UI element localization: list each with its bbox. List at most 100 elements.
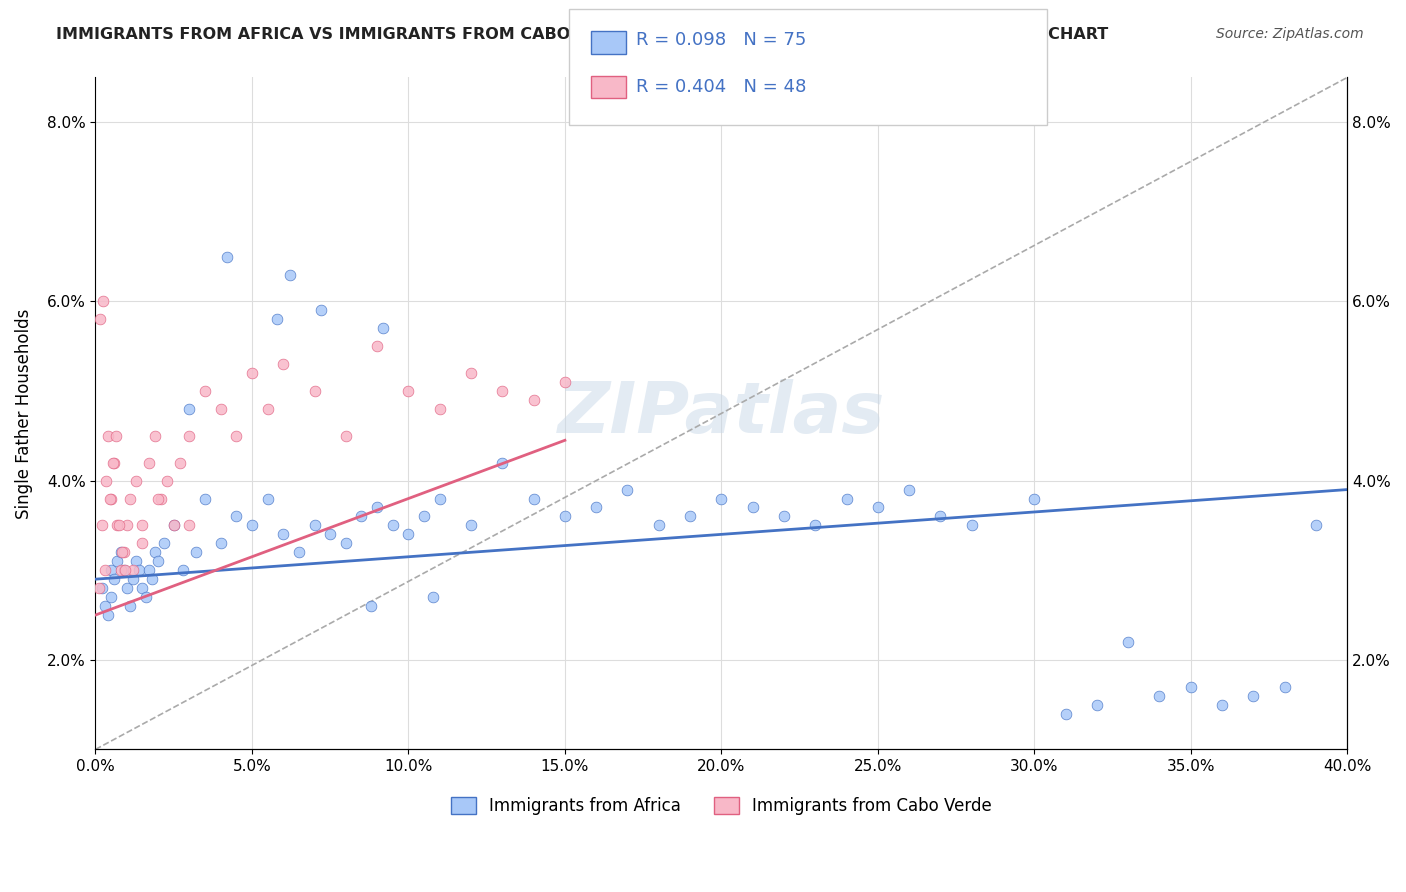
Point xyxy=(169,456,191,470)
Point xyxy=(146,491,169,506)
Point xyxy=(150,491,173,506)
Point xyxy=(335,536,357,550)
Text: ZIPatlas: ZIPatlas xyxy=(558,379,884,448)
Point xyxy=(112,563,135,577)
Point xyxy=(429,491,451,506)
Point xyxy=(288,545,311,559)
Text: R = 0.098   N = 75: R = 0.098 N = 75 xyxy=(636,31,806,49)
Point xyxy=(225,509,247,524)
Point xyxy=(131,581,153,595)
Point xyxy=(96,474,118,488)
Point xyxy=(138,563,160,577)
Point xyxy=(156,474,179,488)
Point xyxy=(335,429,357,443)
Point xyxy=(523,491,546,506)
Point xyxy=(256,401,278,416)
Point xyxy=(304,384,326,398)
Point xyxy=(115,581,138,595)
Point xyxy=(97,429,120,443)
Point xyxy=(491,456,513,470)
Point xyxy=(960,518,983,533)
Point xyxy=(422,590,444,604)
Point xyxy=(184,545,207,559)
Point xyxy=(554,509,576,524)
Point xyxy=(89,312,111,326)
Point xyxy=(366,500,388,515)
Point xyxy=(131,518,153,533)
Legend: Immigrants from Africa, Immigrants from Cabo Verde: Immigrants from Africa, Immigrants from … xyxy=(444,790,998,822)
Point xyxy=(523,392,546,407)
Point xyxy=(163,518,186,533)
Point xyxy=(209,536,232,550)
Point xyxy=(319,527,342,541)
Point xyxy=(105,518,128,533)
Point xyxy=(101,456,124,470)
Point xyxy=(143,545,166,559)
Point xyxy=(215,250,238,264)
Point xyxy=(108,518,131,533)
Text: Source: ZipAtlas.com: Source: ZipAtlas.com xyxy=(1216,27,1364,41)
Point xyxy=(94,563,117,577)
Point xyxy=(122,572,145,586)
Point xyxy=(179,401,201,416)
Point xyxy=(1024,491,1046,506)
Point xyxy=(1085,698,1108,712)
Y-axis label: Single Father Households: Single Father Households xyxy=(15,309,32,518)
Point xyxy=(278,268,301,282)
Point xyxy=(929,509,952,524)
Point xyxy=(94,599,117,613)
Point xyxy=(122,563,145,577)
Point xyxy=(1149,689,1171,703)
Point xyxy=(710,491,733,506)
Point xyxy=(1305,518,1327,533)
Point xyxy=(100,491,122,506)
Point xyxy=(648,518,671,533)
Point xyxy=(396,384,419,398)
Point xyxy=(91,294,114,309)
Point xyxy=(97,607,120,622)
Point xyxy=(100,590,122,604)
Point xyxy=(125,554,148,568)
Point xyxy=(460,518,482,533)
Point xyxy=(773,509,796,524)
Point xyxy=(115,518,138,533)
Point xyxy=(616,483,638,497)
Point xyxy=(141,572,163,586)
Point xyxy=(104,429,127,443)
Point xyxy=(138,456,160,470)
Point xyxy=(135,590,157,604)
Text: IMMIGRANTS FROM AFRICA VS IMMIGRANTS FROM CABO VERDE SINGLE FATHER HOUSEHOLDS CO: IMMIGRANTS FROM AFRICA VS IMMIGRANTS FRO… xyxy=(56,27,1108,42)
Point xyxy=(194,491,217,506)
Point xyxy=(256,491,278,506)
Point xyxy=(103,456,125,470)
Point xyxy=(105,554,128,568)
Point xyxy=(163,518,186,533)
Point xyxy=(90,518,112,533)
Point xyxy=(179,429,201,443)
Point xyxy=(304,518,326,533)
Point xyxy=(110,545,132,559)
Point xyxy=(103,572,125,586)
Point xyxy=(111,545,134,559)
Point xyxy=(240,518,263,533)
Point xyxy=(240,366,263,380)
Point xyxy=(110,563,132,577)
Text: R = 0.404   N = 48: R = 0.404 N = 48 xyxy=(636,78,806,95)
Point xyxy=(898,483,921,497)
Point xyxy=(128,563,150,577)
Point xyxy=(143,429,166,443)
Point xyxy=(194,384,217,398)
Point xyxy=(396,527,419,541)
Point xyxy=(90,581,112,595)
Point xyxy=(271,357,294,371)
Point xyxy=(1116,635,1139,649)
Point xyxy=(225,429,247,443)
Point xyxy=(100,563,122,577)
Point xyxy=(554,375,576,389)
Point xyxy=(1211,698,1233,712)
Point xyxy=(125,474,148,488)
Point xyxy=(413,509,436,524)
Point xyxy=(381,518,404,533)
Point xyxy=(309,303,332,318)
Point xyxy=(460,366,482,380)
